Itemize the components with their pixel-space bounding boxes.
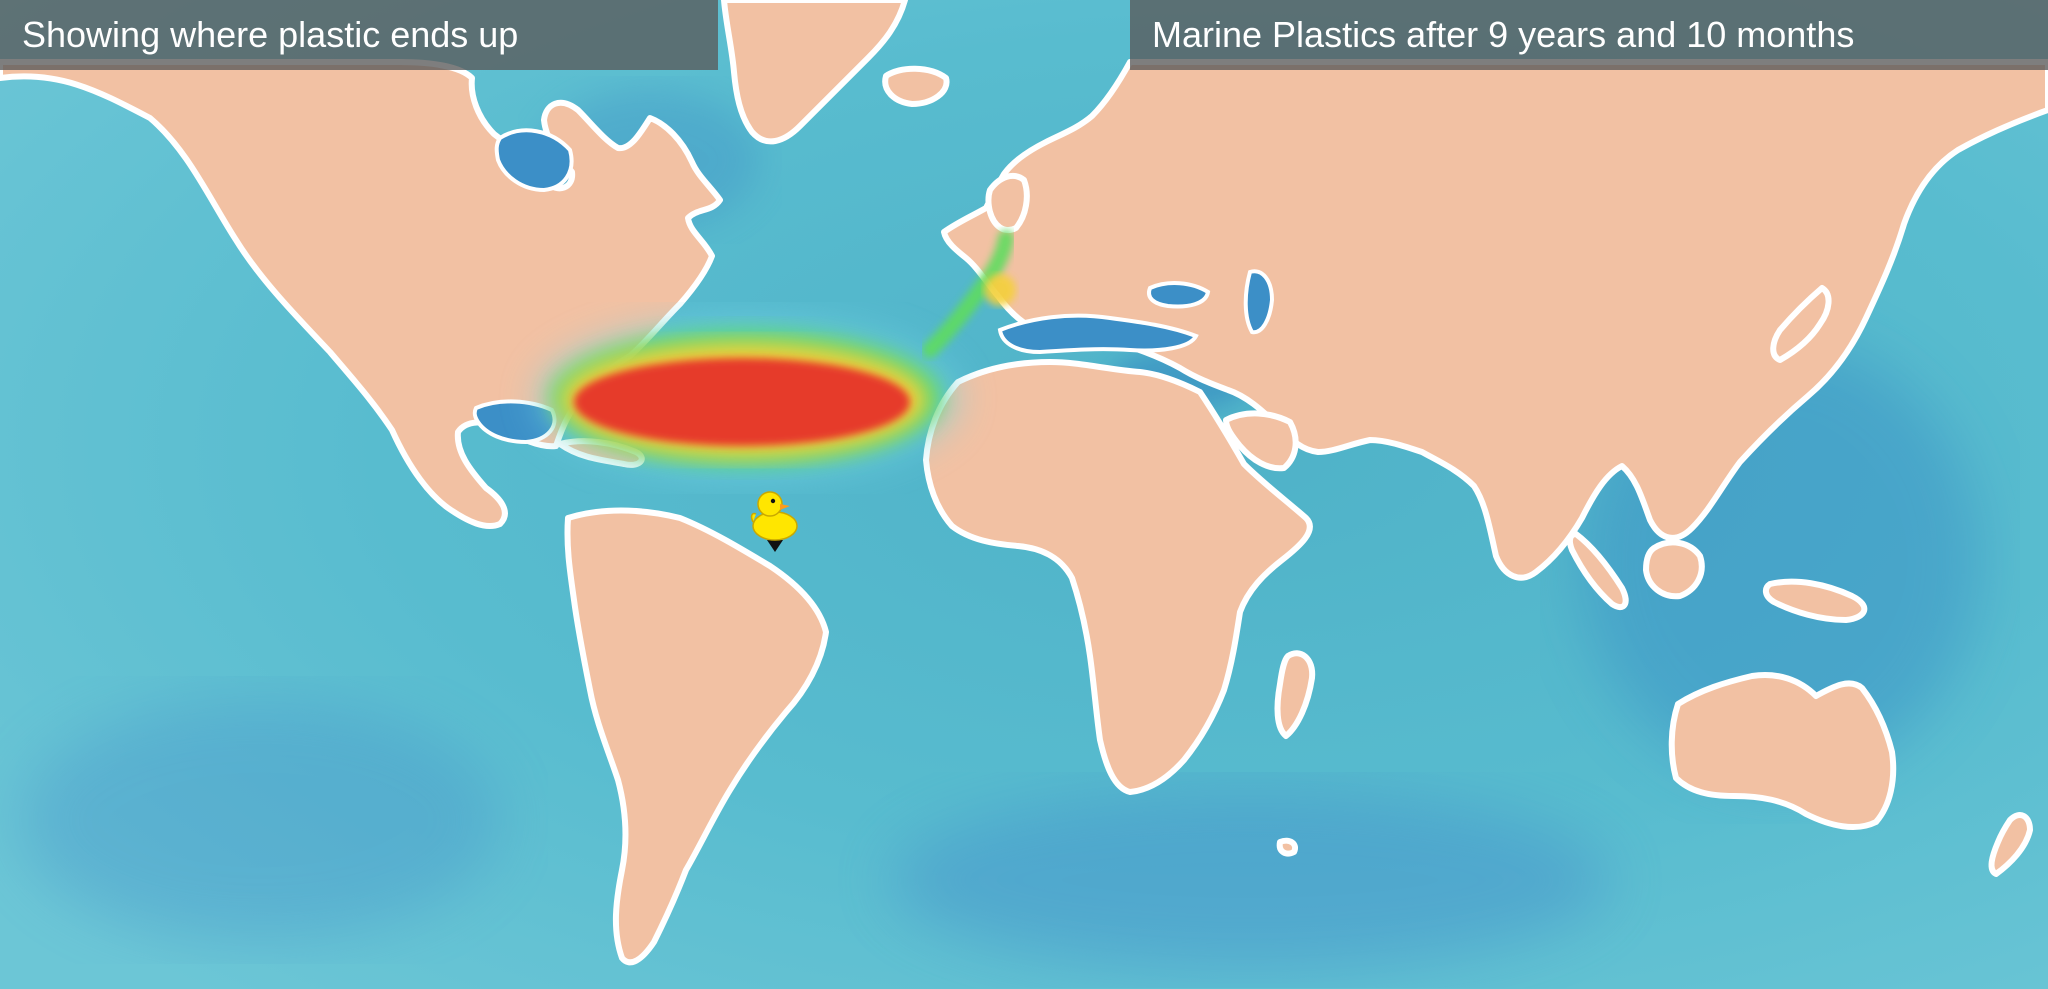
subtitle-text: Showing where plastic ends up	[22, 14, 519, 55]
title-text: Marine Plastics after 9 years and 10 mon…	[1152, 14, 1855, 55]
sumatra	[1566, 531, 1629, 611]
rubber-duck-icon[interactable]	[748, 482, 802, 554]
marker-pointer	[767, 540, 783, 552]
new-guinea	[1762, 578, 1868, 623]
caspian-sea	[1243, 269, 1275, 335]
subtitle-banner: Showing where plastic ends up	[0, 0, 718, 70]
greenland	[721, 0, 908, 145]
heat-red	[574, 358, 910, 446]
iceland	[882, 65, 950, 107]
mediterranean	[997, 313, 1199, 355]
black-sea	[1147, 281, 1211, 309]
duck-body	[752, 511, 798, 541]
ocean-shade	[20, 700, 500, 940]
duck-head	[757, 491, 783, 517]
australia	[1668, 672, 1897, 831]
duck-tail	[750, 512, 757, 523]
africa	[923, 359, 1313, 795]
duck-beak	[780, 504, 790, 510]
south-america	[564, 507, 829, 966]
madagascar	[1274, 650, 1316, 739]
gulf-of-mexico	[472, 399, 557, 445]
title-banner: Marine Plastics after 9 years and 10 mon…	[1130, 0, 2048, 70]
south-georgia	[1276, 837, 1298, 857]
borneo	[1643, 539, 1705, 600]
plastic-heatmap	[536, 230, 1016, 478]
eurasia	[941, 59, 2048, 581]
heat-tail	[922, 230, 1014, 358]
heat-spot-iberia	[984, 274, 1016, 306]
great-britain	[985, 172, 1030, 233]
japan	[1770, 285, 1832, 363]
hudson-bay	[494, 128, 574, 193]
new-zealand	[1988, 812, 2033, 877]
ocean-shade	[890, 790, 1610, 970]
inland-seas	[472, 128, 1275, 445]
arabia	[1223, 410, 1299, 472]
duck-eye	[770, 498, 776, 504]
